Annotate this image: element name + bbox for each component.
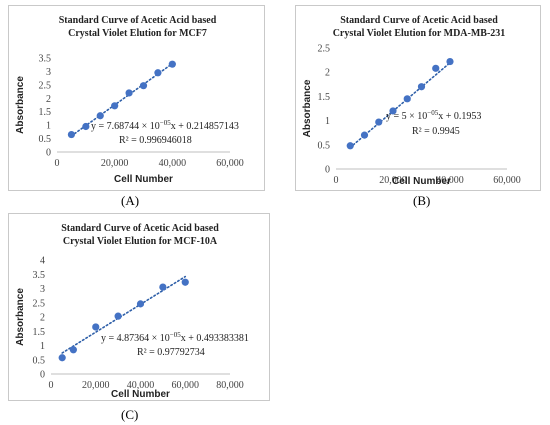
data-point	[417, 83, 426, 91]
r-squared-label: R² = 0.9945	[412, 126, 460, 137]
chart-b-svg: Standard Curve of Acetic Acid based Cryst…	[302, 15, 521, 187]
y-tick-label: 1.5	[39, 107, 52, 118]
chart-title-line: Standard Curve of Acetic Acid based	[340, 15, 498, 26]
chart-title-line: Standard Curve of Acetic Acid based	[59, 15, 217, 26]
data-point	[154, 69, 162, 77]
equation-suffix: x + 0.214857143	[171, 121, 239, 132]
x-tick-label: 60,000	[216, 158, 244, 169]
trendline-equation: y = 4.87364 × 10−05x + 0.493383381	[101, 331, 249, 344]
y-tick-label: 2	[40, 313, 45, 324]
y-tick-label: 2	[46, 94, 51, 105]
y-tick-label: 4	[40, 256, 45, 267]
y-tick-label: 3	[40, 284, 45, 295]
equation-base: y = 5 × 10	[386, 111, 427, 122]
y-tick-label: 1.5	[33, 327, 46, 338]
trendline-equation: y = 5 × 10−05x + 0.1953	[386, 109, 481, 122]
y-tick-label: 0.5	[33, 355, 46, 366]
y-tick-label: 3.5	[39, 54, 52, 65]
r-squared-label: R² = 0.97792734	[137, 347, 205, 358]
y-tick-label: 1	[46, 121, 51, 132]
data-point	[159, 283, 167, 291]
x-tick-label: 0	[55, 158, 60, 169]
data-point	[111, 102, 119, 110]
x-axis-label: Cell Number	[111, 389, 170, 400]
data-point	[58, 354, 66, 362]
x-tick-label: 0	[334, 175, 339, 186]
y-tick-label: 1.5	[318, 92, 331, 103]
chart-title-line: Standard Curve of Acetic Acid based	[61, 223, 219, 234]
y-tick-label: 2.5	[318, 44, 331, 55]
chart-c-svg: Standard Curve of Acetic Acid based Cryst…	[15, 223, 249, 400]
data-point	[389, 107, 397, 115]
data-point	[114, 312, 122, 320]
x-tick-label: 80,000	[216, 380, 244, 391]
equation-suffix: x + 0.1953	[438, 111, 481, 122]
data-point	[168, 60, 176, 68]
data-point	[82, 122, 90, 131]
data-point	[136, 300, 145, 308]
data-point	[346, 142, 354, 150]
y-tick-label: 3.5	[33, 270, 46, 281]
y-tick-label: 2.5	[39, 80, 52, 91]
data-point	[446, 57, 454, 66]
panel-label-a: (A)	[121, 193, 140, 208]
x-tick-label: 60,000	[493, 175, 521, 186]
y-tick-label: 2	[325, 68, 330, 79]
chart-panel-b: Standard Curve of Acetic Acid based Cryst…	[295, 5, 541, 191]
y-tick-label: 1	[325, 116, 330, 127]
data-point	[375, 118, 383, 126]
x-tick-label: 20,000	[82, 380, 110, 391]
equation-base: y = 4.87364 × 10	[101, 333, 170, 344]
panel-label-b: (B)	[413, 193, 431, 208]
equation-base: y = 7.68744 × 10	[91, 121, 160, 132]
x-axis-label: Cell Number	[114, 174, 173, 185]
x-tick-label: 40,000	[127, 380, 155, 391]
r-squared-label: R² = 0.996946018	[119, 135, 192, 146]
data-point	[403, 95, 411, 103]
data-point	[360, 131, 369, 139]
chart-title-line: Crystal Violet Elution for MCF7	[68, 28, 207, 39]
x-tick-label: 20,000	[379, 175, 407, 186]
data-point	[181, 278, 189, 286]
y-tick-label: 0	[325, 165, 330, 176]
data-point	[69, 346, 77, 354]
x-axis-label: Cell Number	[392, 176, 451, 187]
equation-exponent: −05	[160, 119, 171, 127]
data-point	[92, 323, 100, 331]
chart-a-svg: Standard Curve of Acetic Acid based Cryst…	[15, 15, 244, 185]
y-axis-label: Absorbance	[15, 76, 26, 134]
equation-suffix: x + 0.493383381	[181, 333, 249, 344]
data-point	[139, 82, 148, 90]
chart-title-line: Crystal Violet Elution for MCF-10A	[63, 236, 218, 247]
data-point	[125, 89, 133, 97]
chart-panel-c: Standard Curve of Acetic Acid based Cryst…	[8, 213, 270, 401]
x-tick-label: 60,000	[172, 380, 200, 391]
x-tick-label: 40,000	[436, 175, 464, 186]
y-axis-label: Absorbance	[302, 79, 313, 137]
x-tick-label: 40,000	[159, 158, 187, 169]
data-point	[67, 130, 76, 139]
chart-panel-a: Standard Curve of Acetic Acid based Cryst…	[8, 5, 265, 191]
y-tick-label: 1	[40, 341, 45, 352]
equation-exponent: −05	[170, 331, 181, 339]
trendline-equation: y = 7.68744 × 10−05x + 0.214857143	[91, 119, 239, 132]
y-tick-label: 2.5	[33, 298, 46, 309]
y-tick-label: 0	[40, 370, 45, 381]
equation-exponent: −05	[427, 109, 438, 117]
y-tick-label: 0.5	[39, 134, 52, 145]
y-tick-label: 0.5	[318, 140, 331, 151]
x-tick-label: 0	[49, 380, 54, 391]
y-tick-label: 0	[46, 148, 51, 159]
data-point	[432, 64, 440, 72]
chart-title-line: Crystal Violet Elution for MDA-MB-231	[333, 28, 506, 39]
data-point	[96, 112, 104, 120]
y-axis-label: Absorbance	[15, 288, 26, 346]
panel-label-c: (C)	[121, 407, 139, 422]
y-tick-label: 3	[46, 67, 51, 78]
x-tick-label: 20,000	[101, 158, 129, 169]
